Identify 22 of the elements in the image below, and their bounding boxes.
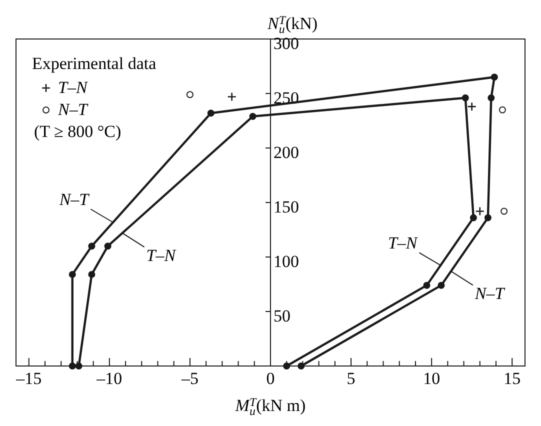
annotation: (T ≥ 800 °C) [34, 122, 122, 141]
x-tick-label: 5 [346, 369, 356, 388]
x-tick-label: 10 [423, 369, 440, 388]
y-tick-label: 200 [274, 143, 299, 162]
y-tick-label: 50 [274, 306, 290, 326]
y-tick-label: 300 [274, 34, 299, 54]
annotation: N–T [474, 284, 506, 304]
x-tick-label: –10 [96, 369, 122, 388]
x-tick-label: –15 [15, 369, 42, 388]
y-tick-label: 100 [274, 252, 299, 272]
legend-title: Experimental data [32, 54, 157, 73]
y-axis-title: N$_{u}$$^{T}$(kN) [266, 12, 318, 36]
x-axis-title: M$_{u}$$^{T}$(kN m) [234, 394, 306, 418]
annotation: T–N [146, 246, 178, 266]
x-tick-label: 0 [266, 369, 275, 388]
y-tick-label: 150 [274, 198, 299, 217]
annotation: T–N [388, 234, 419, 253]
legend-label: N–T [57, 100, 89, 119]
x-tick-label: –5 [180, 369, 198, 388]
legend-label: T–N [58, 78, 89, 97]
annotation: N–T [58, 190, 90, 210]
x-tick-label: 15 [504, 369, 521, 388]
